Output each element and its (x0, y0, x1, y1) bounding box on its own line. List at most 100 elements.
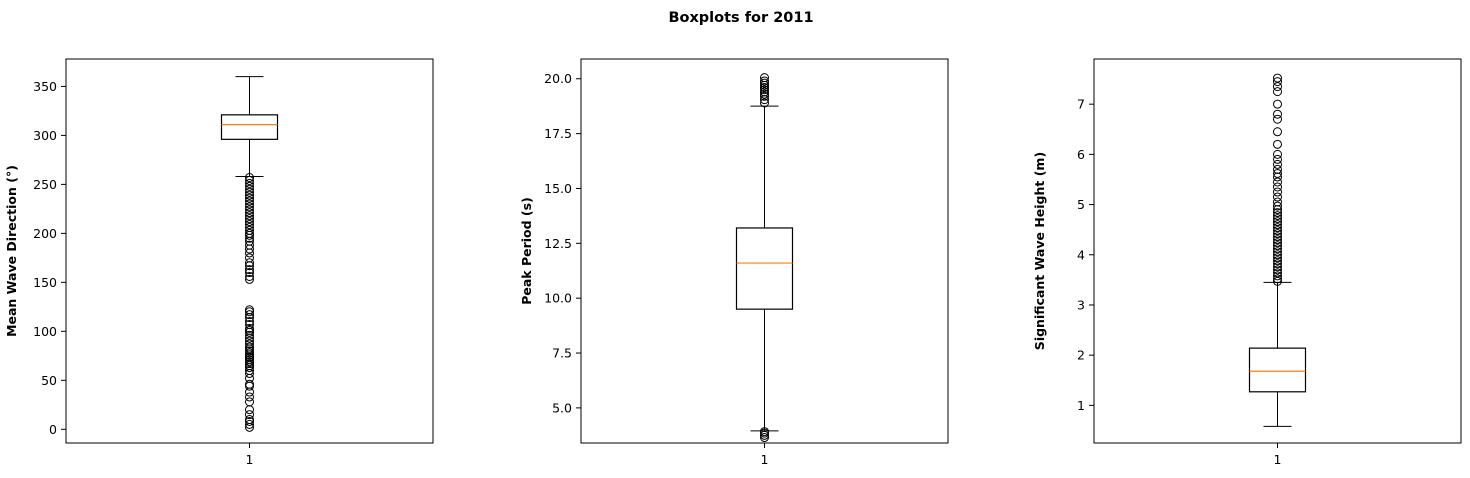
outlier-point (1273, 238, 1282, 248)
outlier-point (760, 76, 769, 86)
outlier-point (245, 193, 254, 203)
outlier-point (245, 319, 254, 329)
x-tick-label: 1 (761, 452, 769, 467)
outlier-point (1273, 250, 1282, 260)
outlier-point (1273, 217, 1282, 227)
y-tick-label: 12.5 (544, 236, 572, 251)
subplot-2: 5.0 7.5 10.0 12.5 15.0 17.5 20.0 1 Peak Period (… (519, 58, 949, 467)
y-tick-label: 10.0 (544, 291, 572, 306)
outlier-point (245, 274, 254, 284)
outlier-point (1273, 159, 1282, 169)
y-tick-label: 2 (1077, 348, 1085, 363)
outlier-point (1273, 271, 1282, 281)
outlier-point (760, 433, 769, 443)
outlier-point (245, 310, 254, 320)
outlier-point (1273, 274, 1282, 284)
outlier-point (245, 196, 254, 206)
outlier-point (760, 427, 769, 437)
outlier-point (245, 268, 254, 278)
outlier-point (245, 339, 254, 349)
y-tick-label: 17.5 (544, 126, 572, 141)
outliers (760, 73, 769, 443)
iqr-box (735, 227, 794, 310)
outlier-point (1273, 268, 1282, 278)
outlier-point (245, 190, 254, 200)
outlier-point (1273, 259, 1282, 269)
subplot-3: 1 2 3 4 5 6 7 1 Significant Wave Height (m) (1032, 58, 1462, 467)
outlier-point (1273, 232, 1282, 242)
outlier-point (245, 228, 254, 238)
outlier-point (245, 173, 254, 183)
outlier-point (760, 87, 769, 97)
outlier-point (1273, 114, 1282, 124)
y-axis-label: Mean Wave Direction (°) (4, 165, 19, 337)
outlier-point (1273, 256, 1282, 266)
outlier-point (1273, 262, 1282, 272)
outlier-point (245, 323, 254, 333)
outlier-point (1273, 214, 1282, 224)
y-tick-label: 5.0 (552, 400, 572, 415)
outlier-point (1273, 253, 1282, 263)
outlier-point (1273, 192, 1282, 202)
y-tick-label: 3 (1077, 297, 1085, 312)
outlier-point (245, 366, 254, 376)
outlier-point (245, 253, 254, 263)
y-tick-label: 7.5 (552, 346, 572, 361)
outlier-point (1273, 109, 1282, 119)
figure-title: Boxplots for 2011 (668, 10, 813, 26)
outlier-point (245, 220, 254, 230)
outlier-point (245, 208, 254, 218)
outlier-point (245, 187, 254, 197)
outlier-point (245, 214, 254, 224)
outlier-point (245, 178, 254, 188)
outlier-point (245, 342, 254, 352)
outlier-point (1273, 187, 1282, 197)
outlier-point (1273, 99, 1282, 109)
outlier-point (1273, 247, 1282, 257)
outlier-point (245, 211, 254, 221)
outlier-point (1273, 208, 1282, 218)
outlier-point (1273, 149, 1282, 159)
outlier-point (1273, 229, 1282, 239)
outlier-point (1273, 241, 1282, 251)
outlier-point (1273, 201, 1282, 211)
outlier-point (245, 379, 254, 389)
y-tick-label: 4 (1077, 247, 1085, 262)
x-tick-label: 1 (1274, 452, 1282, 467)
outlier-point (1273, 87, 1282, 97)
outlier-point (760, 89, 769, 99)
y-tick-label: 20.0 (544, 71, 572, 86)
outlier-point (245, 265, 254, 275)
outlier-point (245, 410, 254, 420)
subplots: 0 50 100 150 200 250 300 350 1 Mean Wave Directio… (4, 58, 1462, 467)
outlier-point (1273, 220, 1282, 230)
outlier-point (245, 419, 254, 429)
outlier-point (245, 305, 254, 315)
outlier-point (245, 271, 254, 281)
y-tick-label: 5 (1077, 197, 1085, 212)
y-tick-label: 350 (33, 79, 57, 94)
y-tick-label: 250 (33, 177, 57, 192)
outlier-point (1273, 265, 1282, 275)
outlier-point (245, 336, 254, 346)
outlier-point (760, 78, 769, 88)
outlier-point (1273, 154, 1282, 164)
y-axis-label: Significant Wave Height (m) (1032, 152, 1047, 350)
outliers (245, 173, 254, 432)
outlier-point (1273, 235, 1282, 245)
outlier-point (245, 397, 254, 407)
outlier-point (1273, 177, 1282, 187)
outlier-point (245, 414, 254, 424)
outlier-point (1273, 73, 1282, 83)
y-tick-label: 100 (33, 324, 57, 339)
iqr-box (220, 114, 279, 140)
iqr-box (1248, 347, 1307, 393)
outlier-point (245, 205, 254, 215)
outlier-point (245, 330, 254, 340)
y-tick-label: 6 (1077, 147, 1085, 162)
y-tick-label: 150 (33, 275, 57, 290)
outlier-point (245, 317, 254, 327)
outlier-point (1273, 127, 1282, 137)
outlier-point (760, 98, 769, 108)
